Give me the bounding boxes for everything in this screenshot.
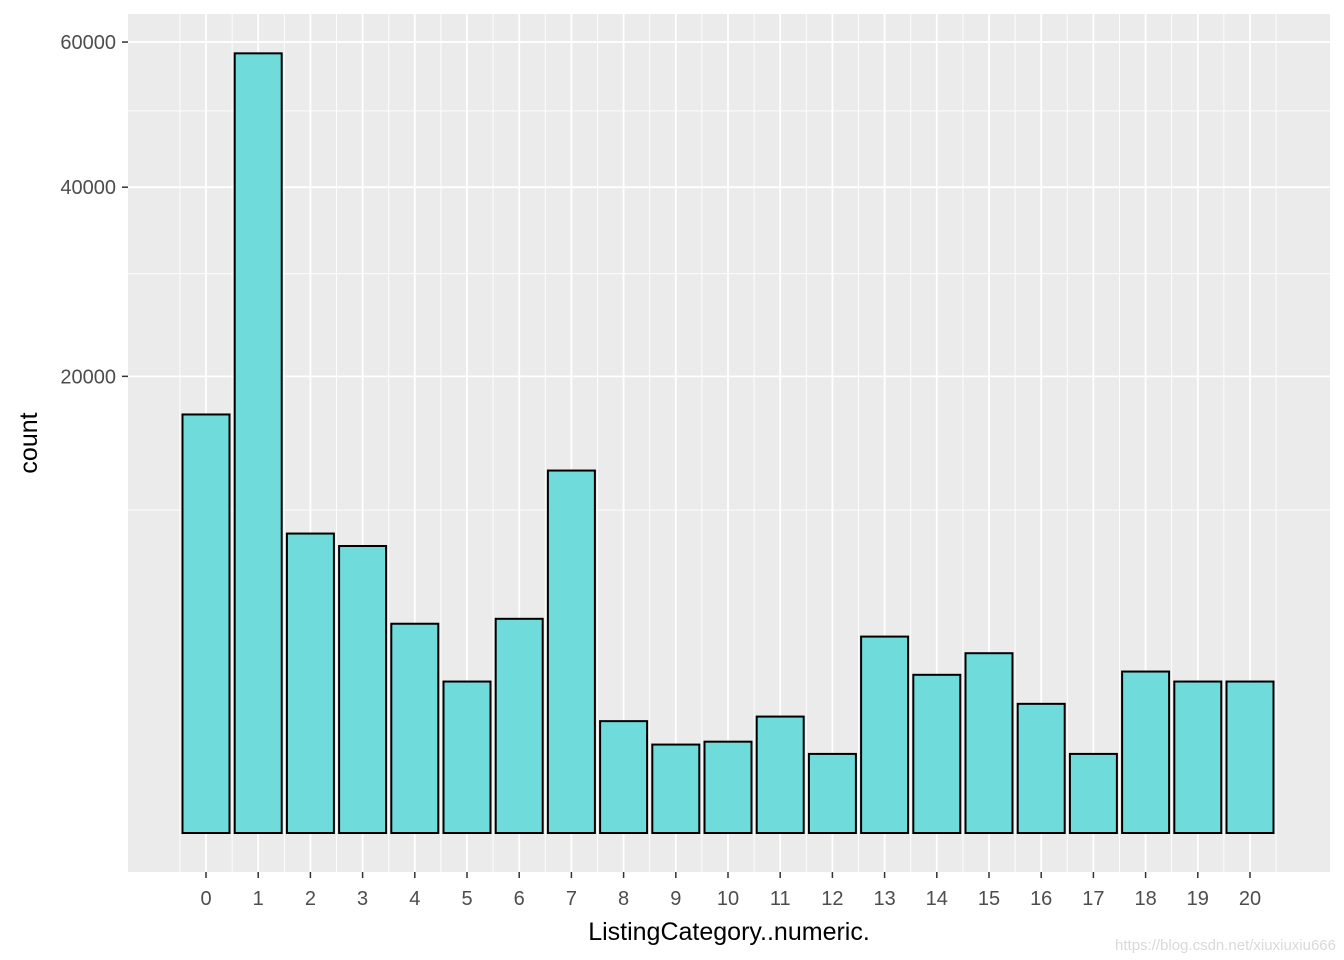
y-tick-label: 60000 xyxy=(60,32,116,54)
x-tick-label: 5 xyxy=(461,888,472,910)
x-tick-label: 12 xyxy=(821,888,843,910)
bar-20 xyxy=(1225,680,1275,834)
x-tick-label: 20 xyxy=(1239,888,1261,910)
x-tick-label: 17 xyxy=(1082,888,1104,910)
bar-5 xyxy=(442,680,492,834)
x-tick-label: 10 xyxy=(717,888,739,910)
bar-6 xyxy=(494,617,544,834)
bar-11 xyxy=(755,715,805,834)
minor-gridlines xyxy=(128,14,1330,872)
x-tick-label: 2 xyxy=(305,888,316,910)
x-tick-label: 11 xyxy=(770,888,791,910)
bar-2 xyxy=(285,532,335,834)
bar-19 xyxy=(1173,680,1223,834)
x-axis-title: ListingCategory..numeric. xyxy=(588,918,870,946)
x-tick-label: 0 xyxy=(200,888,211,910)
x-tick-label: 15 xyxy=(978,888,1000,910)
bar-0 xyxy=(181,413,231,834)
watermark: https://blog.csdn.net/xiuxiuxiu666 xyxy=(1115,937,1336,954)
x-tick-label: 8 xyxy=(618,888,629,910)
y-tick-label: 20000 xyxy=(60,366,116,388)
x-tick-label: 14 xyxy=(926,888,948,910)
x-tick-label: 19 xyxy=(1187,888,1209,910)
bar-12 xyxy=(807,752,857,835)
bar-1 xyxy=(233,52,283,834)
bar-17 xyxy=(1068,752,1118,835)
bar-9 xyxy=(651,743,701,834)
x-tick-label: 6 xyxy=(514,888,525,910)
x-axis: 0 1 2 3 4 5 6 7 8 9 10 11 12 13 14 15 16 17 18 19 20 xyxy=(200,872,1261,910)
bar-3 xyxy=(338,545,388,834)
x-tick-label: 16 xyxy=(1030,888,1052,910)
y-axis: 20000 40000 60000 xyxy=(60,32,128,388)
bar-10 xyxy=(703,740,753,835)
bar-13 xyxy=(860,635,910,834)
bar-14 xyxy=(912,673,962,834)
x-tick-label: 1 xyxy=(253,888,264,910)
x-tick-label: 7 xyxy=(566,888,577,910)
bar-18 xyxy=(1121,670,1171,834)
y-axis-title: count xyxy=(15,412,43,473)
bars xyxy=(181,52,1275,835)
bar-16 xyxy=(1016,702,1066,835)
bar-8 xyxy=(599,720,649,835)
x-tick-label: 13 xyxy=(873,888,895,910)
bar-7 xyxy=(546,469,596,834)
y-tick-label: 40000 xyxy=(60,177,116,199)
x-tick-label: 4 xyxy=(409,888,420,910)
x-tick-label: 18 xyxy=(1134,888,1156,910)
x-tick-label: 3 xyxy=(357,888,368,910)
x-tick-label: 9 xyxy=(670,888,681,910)
bar-4 xyxy=(390,622,440,834)
bar-15 xyxy=(964,652,1014,835)
